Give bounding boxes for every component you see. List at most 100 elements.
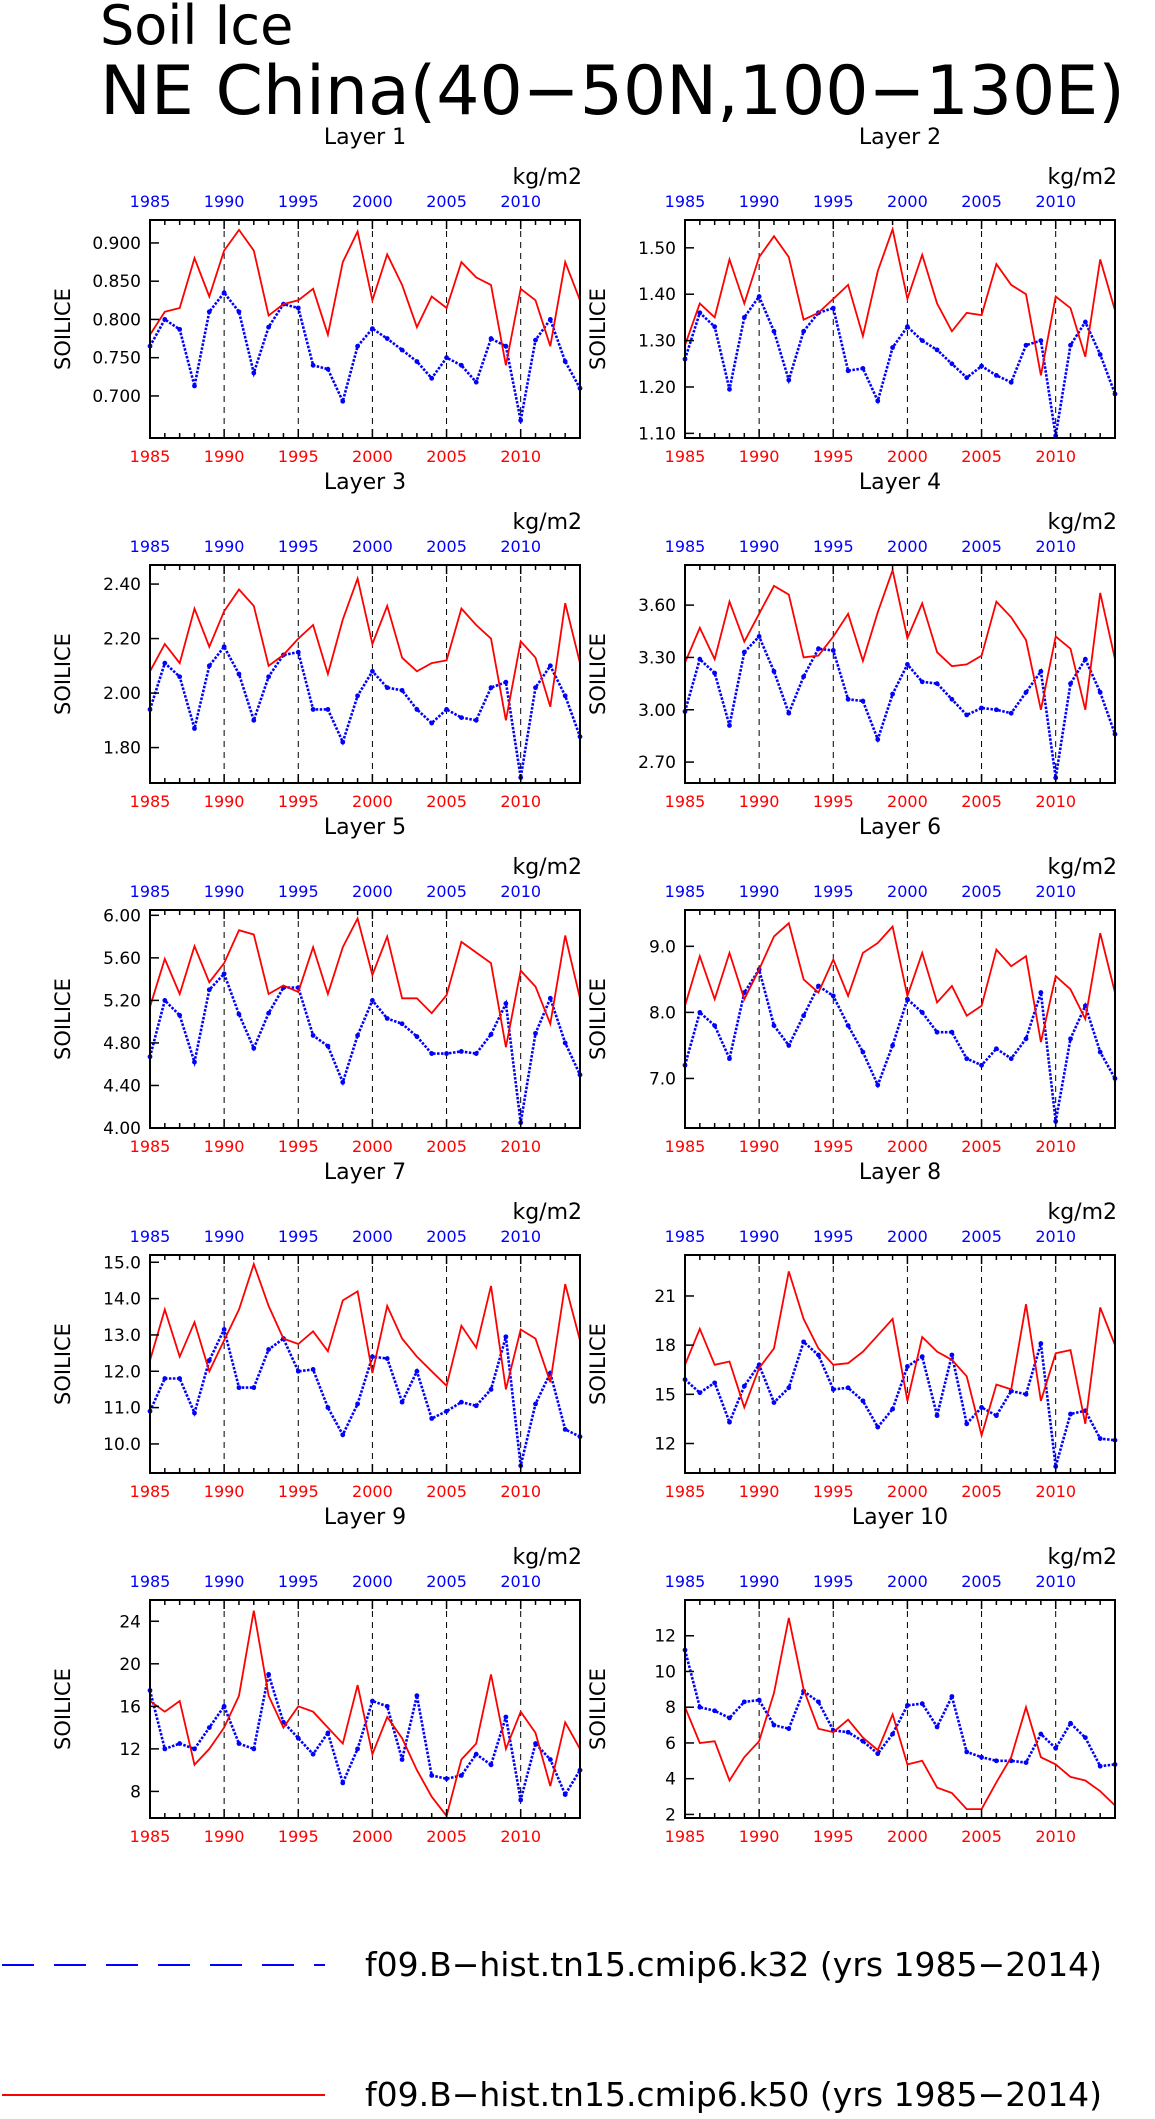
point-k32-2001 <box>384 336 390 341</box>
point-k32-1995 <box>830 993 836 999</box>
x-tick-label-bottom: 2010 <box>1035 792 1076 811</box>
chart-4: Layer 4 kg/m2 SOILICE 1985 1985 1990 1990 1995 1… <box>586 470 1118 811</box>
point-k32-1998 <box>340 1432 346 1438</box>
plot-frame <box>149 564 581 784</box>
point-k32-2009 <box>1038 1731 1044 1737</box>
point-k32-1992 <box>251 1045 257 1051</box>
y-tick-label: 2.00 <box>103 684 141 704</box>
point-k32-2009 <box>503 1714 509 1720</box>
plot-frame <box>149 909 581 1129</box>
point-k32-2006 <box>458 1399 464 1405</box>
y-axis-label: SOILICE <box>586 1668 610 1750</box>
point-k32-1988 <box>192 383 197 389</box>
x-tick-label-top: 1990 <box>739 1227 780 1246</box>
x-tick-label-top: 1985 <box>130 537 171 556</box>
point-k32-2013 <box>1097 689 1103 695</box>
point-k32-2004 <box>429 720 435 726</box>
x-tick-label-top: 1995 <box>813 537 854 556</box>
point-k32-1988 <box>192 1746 197 1752</box>
point-k32-1998 <box>875 398 881 404</box>
point-k32-2000 <box>370 326 375 332</box>
point-k32-1990 <box>756 294 762 299</box>
units-label: kg/m2 <box>1047 1200 1117 1225</box>
point-k32-2005 <box>444 355 449 361</box>
x-tick-label-top: 1995 <box>813 1227 854 1246</box>
x-tick-label-top: 2000 <box>352 882 393 901</box>
point-k32-1986 <box>697 1704 703 1710</box>
point-k32-1995 <box>295 305 301 311</box>
point-k32-2011 <box>1068 1411 1073 1417</box>
series-line-k50 <box>684 921 1116 1043</box>
series-line-k50 <box>684 1271 1116 1439</box>
series-line-k32 <box>684 1339 1116 1467</box>
panels: Layer 1 kg/m2 SOILICE 1985 1985 1990 1990 1995 1… <box>51 125 1118 1846</box>
x-tick-label-bottom: 2000 <box>352 447 393 466</box>
y-axis-label: SOILICE <box>51 288 75 370</box>
y-tick-label: 1.10 <box>638 424 676 444</box>
point-k32-1992 <box>251 717 257 723</box>
point-k32-1998 <box>875 1082 881 1088</box>
point-k32-1993 <box>801 1013 807 1019</box>
chart-6: Layer 6 kg/m2 SOILICE 1985 1985 1990 1990 1995 1… <box>586 815 1118 1156</box>
plot-frame <box>684 1599 1116 1819</box>
point-k32-2007 <box>1008 710 1014 716</box>
point-k32-2002 <box>399 1021 405 1027</box>
point-k32-1990 <box>221 290 227 296</box>
x-tick-label-bottom: 2010 <box>1035 447 1076 466</box>
point-k32-1997 <box>860 1398 866 1404</box>
point-k32-1998 <box>875 737 881 742</box>
point-k32-1987 <box>177 1012 183 1018</box>
point-k32-2006 <box>993 707 999 713</box>
point-k32-1987 <box>177 1741 183 1746</box>
point-k32-2008 <box>488 1032 494 1037</box>
x-tick-label-top: 1990 <box>204 882 245 901</box>
x-tick-label-top: 1985 <box>130 882 171 901</box>
point-k32-2000 <box>370 1354 375 1360</box>
point-k32-2001 <box>919 1009 925 1015</box>
x-tick-label-top: 2005 <box>426 1572 467 1591</box>
point-k32-2006 <box>458 1773 464 1778</box>
point-k32-2012 <box>547 317 553 322</box>
y-tick-label: 18 <box>654 1336 676 1356</box>
point-k32-1995 <box>830 1387 836 1392</box>
point-k32-2009 <box>503 343 509 349</box>
series-line-k32 <box>683 293 1117 436</box>
point-k32-2005 <box>444 1408 449 1414</box>
x-tick-label-top: 2000 <box>352 192 393 211</box>
x-tick-label-top: 1985 <box>665 1572 706 1591</box>
point-k32-1999 <box>355 693 360 699</box>
point-k32-1991 <box>771 1400 777 1405</box>
y-tick-label: 12.0 <box>103 1362 141 1382</box>
units-label: kg/m2 <box>512 510 582 535</box>
point-k32-2001 <box>919 338 925 343</box>
point-k32-1987 <box>177 674 183 680</box>
point-k32-1995 <box>830 648 836 653</box>
point-k32-1989 <box>206 1725 212 1731</box>
y-tick-label: 8 <box>665 1698 676 1718</box>
x-tick-label-top: 2000 <box>887 1227 928 1246</box>
chart-title: Layer 3 <box>324 470 406 495</box>
series-line-k50 <box>149 1610 581 1818</box>
y-tick-label: 8.0 <box>649 1003 676 1023</box>
point-k32-2001 <box>384 685 390 691</box>
y-tick-label: 2.70 <box>638 753 676 773</box>
point-k32-2009 <box>1038 1341 1044 1346</box>
point-k32-1987 <box>712 324 718 330</box>
x-tick-label-top: 2010 <box>1035 1572 1076 1591</box>
point-k32-1987 <box>177 326 183 332</box>
y-tick-label: 1.20 <box>638 378 676 398</box>
point-k32-2008 <box>1023 1760 1029 1766</box>
plot-frame <box>149 1599 581 1819</box>
point-k32-1993 <box>266 1672 272 1677</box>
point-k32-1990 <box>756 634 762 639</box>
point-k32-2013 <box>562 1040 568 1046</box>
x-tick-label-bottom: 2005 <box>426 1482 467 1501</box>
chart-title: Layer 5 <box>324 815 406 840</box>
x-tick-label-bottom: 2010 <box>1035 1482 1076 1501</box>
x-tick-label-bottom: 1990 <box>204 1827 245 1846</box>
x-tick-label-top: 2010 <box>1035 882 1076 901</box>
series-line-k32 <box>148 1674 582 1801</box>
point-k32-2009 <box>503 1334 509 1340</box>
x-tick-label-top: 2005 <box>961 192 1002 211</box>
y-axis-label: SOILICE <box>586 1323 610 1405</box>
